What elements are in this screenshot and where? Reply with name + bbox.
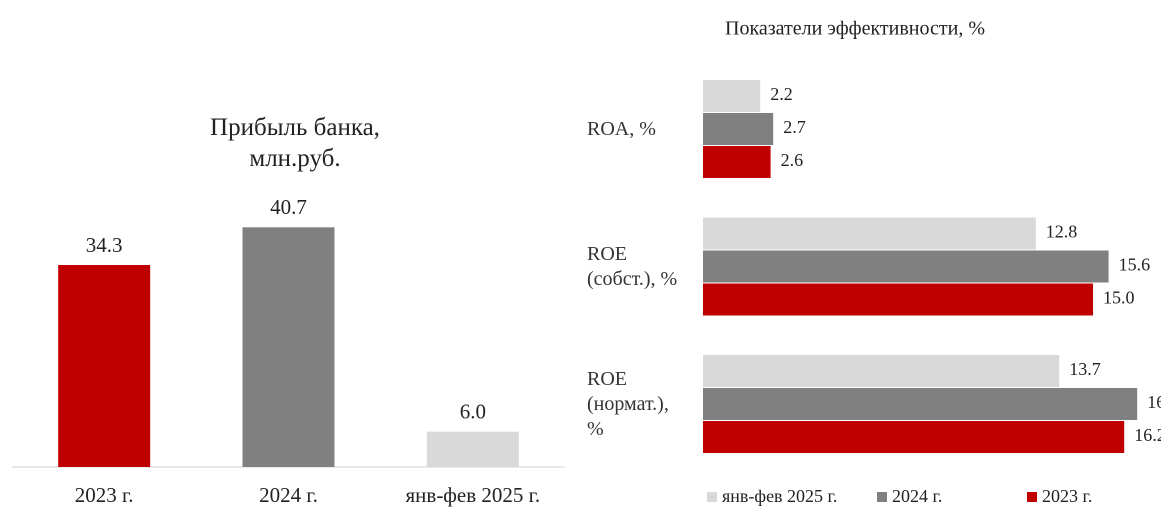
bar — [703, 283, 1093, 316]
legend-swatch — [877, 492, 887, 502]
bar — [703, 146, 771, 178]
category-label: ROA, % — [587, 117, 656, 140]
category-label: ROE (собст.), % — [587, 242, 678, 290]
bar — [703, 388, 1138, 420]
value-label: 16.2 — [1134, 425, 1161, 445]
chart-title: Прибыль банка, млн.руб. — [210, 114, 380, 173]
x-tick-label: 2023 г. — [75, 483, 134, 507]
chart-title: Показатели эффективности, % — [725, 18, 985, 40]
legend-label: 2024 г. — [892, 486, 942, 506]
legend-swatch — [1027, 492, 1037, 502]
x-tick-label: 2024 г. — [259, 483, 318, 507]
value-label: 40.7 — [270, 195, 307, 219]
bar — [703, 80, 761, 112]
legend-label: 2023 г. — [1042, 486, 1092, 506]
legend-label: янв-фев 2025 г. — [722, 486, 837, 506]
value-label: 2.2 — [770, 84, 793, 104]
bar — [703, 250, 1109, 283]
bar — [426, 431, 519, 467]
bar — [703, 355, 1060, 387]
bar — [58, 265, 151, 467]
value-label: 6.0 — [460, 399, 486, 423]
value-label: 16.7 — [1147, 392, 1161, 412]
bar — [703, 421, 1125, 453]
value-label: 34.3 — [86, 233, 123, 257]
value-label: 12.8 — [1046, 222, 1078, 242]
value-label: 13.7 — [1069, 359, 1101, 379]
value-label: 15.6 — [1119, 255, 1151, 275]
value-label: 15.0 — [1103, 288, 1135, 308]
legend-swatch — [707, 492, 717, 502]
category-label: ROE (нормат.), % — [587, 367, 669, 440]
x-tick-label: янв-фев 2025 г. — [406, 483, 541, 507]
bar — [242, 227, 335, 467]
bar — [703, 217, 1036, 250]
value-label: 2.6 — [781, 150, 804, 170]
value-label: 2.7 — [783, 117, 806, 137]
bar — [703, 113, 774, 145]
